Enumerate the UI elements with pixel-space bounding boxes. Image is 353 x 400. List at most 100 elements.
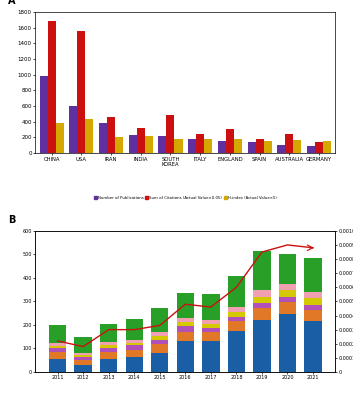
- Bar: [176, 318, 194, 322]
- Bar: [126, 350, 143, 357]
- Bar: [253, 320, 271, 372]
- Bar: [304, 258, 322, 292]
- Bar: [100, 324, 118, 342]
- Bar: [228, 321, 245, 331]
- Bar: [253, 303, 271, 308]
- Bar: [40, 76, 48, 153]
- Bar: [129, 135, 137, 153]
- Bar: [256, 139, 264, 153]
- Bar: [49, 352, 66, 359]
- Bar: [304, 305, 322, 310]
- Bar: [202, 320, 220, 324]
- Bar: [126, 340, 143, 342]
- Bar: [279, 302, 296, 314]
- Bar: [315, 142, 323, 153]
- Bar: [49, 348, 66, 352]
- Bar: [264, 141, 271, 153]
- Bar: [228, 317, 245, 321]
- Bar: [151, 353, 168, 372]
- Bar: [218, 141, 226, 153]
- Bar: [234, 140, 242, 153]
- Bar: [277, 144, 285, 153]
- Bar: [126, 342, 143, 346]
- Bar: [202, 332, 220, 342]
- Bar: [49, 346, 66, 348]
- Bar: [202, 324, 220, 328]
- Bar: [107, 117, 115, 153]
- Bar: [174, 139, 183, 153]
- Text: B: B: [8, 215, 16, 225]
- Bar: [279, 314, 296, 372]
- Bar: [188, 140, 196, 153]
- Bar: [49, 326, 66, 343]
- Bar: [279, 254, 296, 284]
- Bar: [158, 136, 167, 153]
- Bar: [202, 342, 220, 372]
- Bar: [285, 134, 293, 153]
- Bar: [56, 123, 64, 153]
- Bar: [115, 137, 123, 153]
- Bar: [228, 312, 245, 317]
- Bar: [304, 298, 322, 305]
- Bar: [100, 345, 118, 348]
- Bar: [293, 140, 301, 153]
- Bar: [253, 251, 271, 290]
- Bar: [304, 292, 322, 298]
- Bar: [126, 319, 143, 340]
- Bar: [176, 293, 194, 318]
- Bar: [228, 307, 245, 312]
- Bar: [151, 332, 168, 336]
- Bar: [99, 123, 107, 153]
- Bar: [304, 322, 322, 372]
- Bar: [253, 290, 271, 297]
- Bar: [126, 346, 143, 350]
- Bar: [74, 366, 92, 372]
- Bar: [176, 322, 194, 326]
- Bar: [228, 331, 245, 372]
- Bar: [151, 340, 168, 344]
- Bar: [167, 115, 174, 153]
- Bar: [49, 359, 66, 372]
- Bar: [69, 106, 77, 153]
- Bar: [151, 308, 168, 332]
- Bar: [100, 348, 118, 352]
- Bar: [228, 276, 245, 307]
- Bar: [74, 355, 92, 357]
- Bar: [100, 352, 118, 359]
- Bar: [307, 146, 315, 153]
- Bar: [48, 22, 56, 153]
- Bar: [247, 142, 256, 153]
- Bar: [137, 128, 145, 153]
- Legend: CHINA, USA, IRAN, INDIA, SOUTH KOREA, Others, RRI: CHINA, USA, IRAN, INDIA, SOUTH KOREA, Ot…: [104, 399, 231, 400]
- Bar: [74, 360, 92, 366]
- Bar: [253, 308, 271, 320]
- Bar: [74, 337, 92, 353]
- Bar: [204, 140, 212, 153]
- Bar: [279, 284, 296, 290]
- Bar: [77, 31, 85, 153]
- Bar: [145, 136, 153, 153]
- Bar: [176, 342, 194, 372]
- Bar: [151, 344, 168, 353]
- Bar: [74, 357, 92, 360]
- Bar: [74, 353, 92, 355]
- Bar: [100, 342, 118, 345]
- Bar: [126, 357, 143, 372]
- Bar: [202, 328, 220, 332]
- Bar: [176, 326, 194, 332]
- Bar: [226, 129, 234, 153]
- Bar: [49, 343, 66, 346]
- Bar: [323, 141, 331, 153]
- Bar: [85, 119, 94, 153]
- Bar: [279, 290, 296, 297]
- Bar: [176, 332, 194, 342]
- Bar: [202, 294, 220, 320]
- Legend: Number of Publications, Sum of Citations (Actual Value×0.05), H-index (Actual Va: Number of Publications, Sum of Citations…: [92, 195, 279, 202]
- Bar: [151, 336, 168, 340]
- Text: A: A: [8, 0, 16, 6]
- Bar: [100, 359, 118, 372]
- Bar: [279, 297, 296, 302]
- Bar: [304, 310, 322, 322]
- Bar: [253, 297, 271, 303]
- Bar: [196, 134, 204, 153]
